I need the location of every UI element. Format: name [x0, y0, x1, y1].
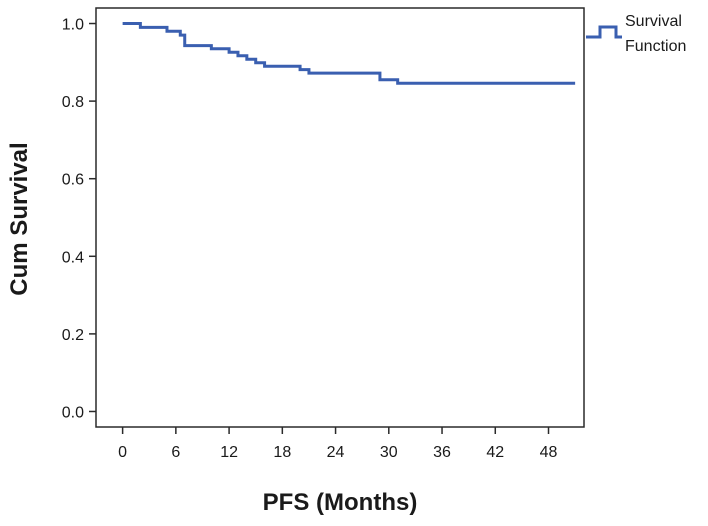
- survival-function-line: [122, 22, 576, 85]
- y-tick-label: 0.4: [62, 249, 84, 266]
- legend-label-survival-function: Survival: [625, 13, 682, 30]
- x-tick-label: 0: [118, 444, 127, 461]
- y-tick-label: 1.0: [62, 17, 84, 34]
- y-tick-label: 0.0: [62, 404, 84, 421]
- x-tick-label: 36: [433, 444, 451, 461]
- x-axis: 0 6 12 18 24 30 36 42 48: [118, 427, 558, 461]
- y-axis-title: Cum Survival: [6, 142, 33, 295]
- x-tick-label: 48: [540, 444, 558, 461]
- y-tick-label: 0.8: [62, 94, 84, 111]
- legend-label-survival-function-line2: Function: [625, 38, 686, 55]
- y-tick-label: 0.6: [62, 172, 84, 189]
- y-tick-label: 0.2: [62, 327, 84, 344]
- x-tick-label: 12: [220, 444, 238, 461]
- x-tick-label: 18: [273, 444, 291, 461]
- x-tick-label: 6: [171, 444, 180, 461]
- x-axis-title: PFS (Months): [263, 489, 418, 516]
- x-tick-label: 30: [380, 444, 398, 461]
- legend-swatch-survival-function: [586, 25, 622, 39]
- legend: Survival Function: [586, 13, 686, 55]
- plot-frame: [95, 7, 585, 428]
- x-tick-label: 42: [486, 444, 504, 461]
- x-tick-label: 24: [327, 444, 345, 461]
- y-axis: 0.0 0.2 0.4 0.6 0.8 1.0: [62, 17, 96, 421]
